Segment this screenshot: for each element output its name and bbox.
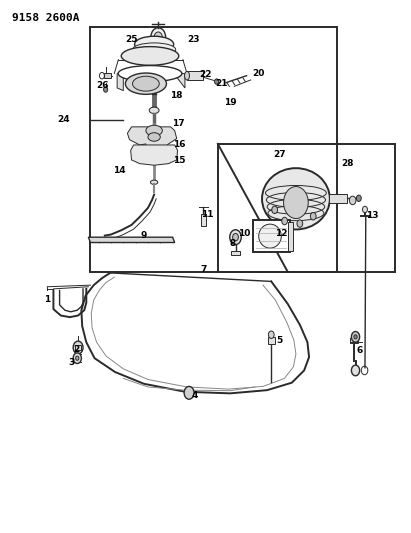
Text: 12: 12 (275, 229, 288, 238)
Text: 6: 6 (356, 346, 363, 355)
Circle shape (349, 196, 356, 205)
Bar (201, 214, 206, 226)
Text: 23: 23 (187, 36, 199, 44)
Ellipse shape (259, 224, 281, 248)
Bar (104, 73, 111, 78)
Bar (268, 337, 275, 344)
Polygon shape (131, 145, 178, 165)
Text: 26: 26 (97, 81, 109, 90)
Ellipse shape (121, 47, 179, 65)
Circle shape (164, 151, 169, 158)
Polygon shape (127, 127, 177, 149)
Text: 1: 1 (44, 295, 51, 304)
Text: 9158 2600A: 9158 2600A (12, 13, 80, 23)
Text: 16: 16 (173, 141, 185, 149)
Ellipse shape (125, 73, 166, 94)
Circle shape (351, 332, 360, 342)
Bar (90, 27, 337, 272)
Ellipse shape (150, 180, 158, 184)
Text: 24: 24 (58, 116, 70, 124)
Text: 11: 11 (201, 211, 214, 219)
Text: 13: 13 (366, 212, 378, 220)
Text: 19: 19 (224, 98, 236, 107)
Circle shape (184, 386, 194, 399)
Bar (187, 71, 203, 80)
Circle shape (154, 32, 162, 43)
Ellipse shape (118, 66, 182, 82)
Circle shape (230, 230, 241, 245)
Bar (288, 222, 293, 251)
Text: 8: 8 (229, 239, 236, 247)
Ellipse shape (149, 107, 159, 114)
Circle shape (268, 331, 274, 338)
Bar (218, 144, 395, 272)
Circle shape (282, 217, 287, 225)
Text: 4: 4 (192, 391, 199, 400)
Circle shape (139, 151, 144, 158)
Text: 15: 15 (173, 157, 185, 165)
Text: 2: 2 (73, 345, 79, 353)
Circle shape (139, 135, 145, 142)
Bar (253, 220, 290, 252)
Circle shape (233, 233, 238, 241)
Text: 27: 27 (273, 150, 286, 159)
Text: 5: 5 (276, 336, 283, 344)
Circle shape (73, 353, 81, 364)
Circle shape (363, 206, 367, 213)
Circle shape (356, 195, 361, 201)
Text: 18: 18 (171, 92, 183, 100)
Text: 17: 17 (173, 119, 185, 128)
Text: 9: 9 (141, 231, 147, 240)
Circle shape (310, 213, 316, 220)
Polygon shape (88, 237, 175, 243)
Ellipse shape (132, 43, 176, 56)
Circle shape (297, 220, 303, 227)
Text: 28: 28 (341, 159, 353, 168)
Text: 7: 7 (200, 265, 207, 273)
Text: 3: 3 (69, 358, 75, 367)
Text: 14: 14 (113, 166, 125, 175)
Polygon shape (117, 74, 185, 91)
Ellipse shape (185, 71, 189, 80)
Circle shape (151, 28, 166, 47)
Circle shape (76, 356, 79, 360)
Ellipse shape (148, 133, 160, 141)
Circle shape (99, 72, 104, 79)
Text: 21: 21 (216, 79, 228, 88)
Text: 22: 22 (199, 70, 212, 79)
Circle shape (351, 365, 360, 376)
Ellipse shape (132, 76, 159, 91)
Bar (350, 338, 358, 343)
Text: 25: 25 (125, 36, 138, 44)
Ellipse shape (146, 125, 162, 136)
Bar (231, 251, 240, 255)
Text: 20: 20 (253, 69, 265, 78)
Circle shape (354, 335, 357, 339)
Circle shape (164, 135, 169, 142)
Circle shape (272, 206, 277, 214)
Bar (329, 194, 347, 203)
Bar (75, 345, 81, 350)
Circle shape (215, 79, 219, 84)
Ellipse shape (262, 168, 330, 229)
Circle shape (73, 341, 83, 354)
Circle shape (284, 187, 308, 219)
Ellipse shape (135, 36, 174, 52)
Circle shape (104, 87, 108, 92)
Text: 10: 10 (238, 229, 251, 238)
